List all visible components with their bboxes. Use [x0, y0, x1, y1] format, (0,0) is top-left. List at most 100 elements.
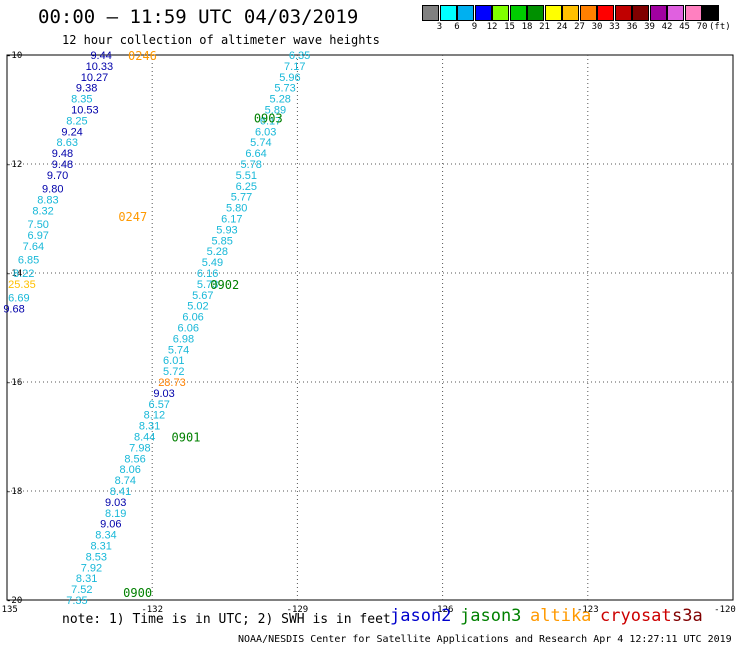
swh-point-label: 7.50 [28, 219, 49, 231]
swh-point-label: 5.85 [211, 235, 232, 247]
swh-point-label: 9.70 [47, 170, 68, 182]
swh-point-label: 5.28 [270, 94, 291, 106]
color-scale-label: 15 [504, 22, 515, 32]
swh-point-label: 7.64 [23, 241, 44, 253]
swh-point-label: 8.63 [57, 137, 78, 149]
swh-point-label: 5.96 [279, 72, 300, 84]
swh-point-label: 8.35 [71, 94, 92, 106]
swh-point-label: 9.80 [42, 184, 63, 196]
x-tick-label: -129 [287, 605, 309, 615]
color-swatch [614, 5, 632, 21]
color-scale-label: 45 [679, 22, 690, 32]
swh-point-label: 5.51 [236, 170, 257, 182]
swh-point-label: 8.44 [134, 432, 155, 444]
swh-point-label: 8.12 [144, 410, 165, 422]
satellite-legend-altika: altika [530, 606, 592, 626]
swh-point-label: 6.01 [163, 355, 184, 367]
track-time-label: 0246 [128, 49, 157, 63]
swh-point-label: 6.98 [173, 333, 194, 345]
swh-point-label: 8.74 [115, 475, 136, 487]
color-scale-label: 6 [454, 22, 460, 32]
swh-point-label: 5.74 [250, 137, 271, 149]
swh-point-label: 6.25 [236, 181, 257, 193]
swh-point-label: 9.38 [76, 83, 97, 95]
swh-point-label: 8.31 [139, 421, 160, 433]
swh-point-label: 8.32 [32, 205, 53, 217]
color-scale-unit: (ft) [709, 22, 731, 32]
y-tick-label: -18 [6, 487, 22, 497]
chart-title: 00:00 – 11:59 UTC 04/03/2019 [38, 6, 359, 28]
swh-point-label: 28.73 [158, 377, 186, 389]
color-swatch [684, 5, 702, 21]
color-scale-label: 3 [436, 22, 443, 32]
color-swatch [527, 5, 544, 21]
swh-point-label: 6.69 [8, 293, 29, 305]
swh-point-label: 5.73 [274, 83, 295, 95]
swh-point-label: 6.64 [245, 148, 266, 160]
swh-point-label: 6.35 [289, 50, 310, 62]
swh-point-label: 8.56 [124, 453, 145, 465]
color-scale-label: 12 [486, 22, 498, 32]
swh-point-label: 6.06 [182, 312, 203, 324]
swh-point-label: 7.17 [284, 61, 305, 73]
y-tick-label: -16 [6, 378, 22, 388]
track-time-label: 0247 [118, 210, 147, 224]
track-time-label: 0900 [123, 586, 152, 600]
color-swatch [474, 5, 492, 21]
color-scale-label: 42 [661, 22, 673, 32]
swh-point-label: 8.19 [105, 508, 126, 520]
swh-point-label: 6.57 [149, 399, 170, 411]
units-note: note: 1) Time is in UTC; 2) SWH is in fe… [62, 612, 391, 627]
swh-point-label: 6.16 [197, 268, 218, 280]
swh-point-label: 8.53 [86, 551, 107, 563]
swh-point-label: 9.03 [153, 388, 174, 400]
satellite-legend-jason3: jason3 [460, 606, 522, 626]
color-swatch [544, 5, 562, 21]
swh-point-label: 10.33 [86, 61, 114, 73]
chart-subtitle: 12 hour collection of altimeter wave hei… [62, 33, 380, 47]
color-scale-label: 24 [556, 22, 568, 32]
color-swatch [509, 5, 527, 21]
color-scale-label: 39 [644, 22, 655, 32]
swh-point-label: 8.06 [119, 464, 140, 476]
color-scale-label: 9 [471, 22, 478, 32]
swh-point-label: 9.24 [61, 126, 82, 138]
color-scale-label: 30 [591, 22, 603, 32]
swh-point-label: 6.97 [28, 230, 49, 242]
y-tick-label: -20 [6, 596, 22, 606]
track-time-label: 0903 [254, 112, 283, 126]
swh-point-label: 9.44 [90, 50, 111, 62]
color-swatch [632, 5, 649, 21]
swh-point-label: 6.06 [178, 323, 199, 335]
color-scale-label: 70 [696, 22, 708, 32]
swh-point-label: 9.48 [52, 148, 73, 160]
swh-point-label: 5.28 [207, 246, 228, 258]
swh-point-label: 5.02 [187, 301, 208, 313]
swh-point-label: 8.25 [66, 115, 87, 127]
color-swatch [457, 5, 474, 21]
swh-point-label: 5.73 [197, 279, 218, 291]
swh-point-label: 5.78 [240, 159, 261, 171]
satellite-legend-jason2: jason2 [390, 606, 452, 626]
color-swatch [439, 5, 457, 21]
swh-point-label: 5.74 [168, 344, 189, 356]
color-scale-label: 33 [609, 22, 620, 32]
swh-point-label: 5.93 [216, 224, 237, 236]
x-tick-label: -126 [432, 605, 454, 615]
footer-credit: NOAA/NESDIS Center for Satellite Applica… [238, 634, 732, 645]
satellite-legend-cryosat: cryosat [600, 606, 672, 626]
swh-point-label: 7.98 [129, 442, 150, 454]
track-time-label: 0902 [210, 278, 239, 292]
swh-point-label: 5.67 [192, 290, 213, 302]
swh-point-label: 5.77 [231, 192, 252, 204]
swh-point-label: 8.83 [37, 194, 58, 206]
color-swatch [562, 5, 579, 21]
swh-point-label: 9.06 [100, 519, 121, 531]
swh-point-label: 5.49 [202, 257, 223, 269]
x-tick-label: -132 [141, 605, 163, 615]
swh-point-label: 9.03 [105, 497, 126, 509]
color-swatch [597, 5, 614, 21]
x-tick-label: -135 [0, 605, 18, 615]
swh-point-label: 8.31 [90, 541, 111, 553]
swh-point-label: 5.89 [265, 105, 286, 117]
